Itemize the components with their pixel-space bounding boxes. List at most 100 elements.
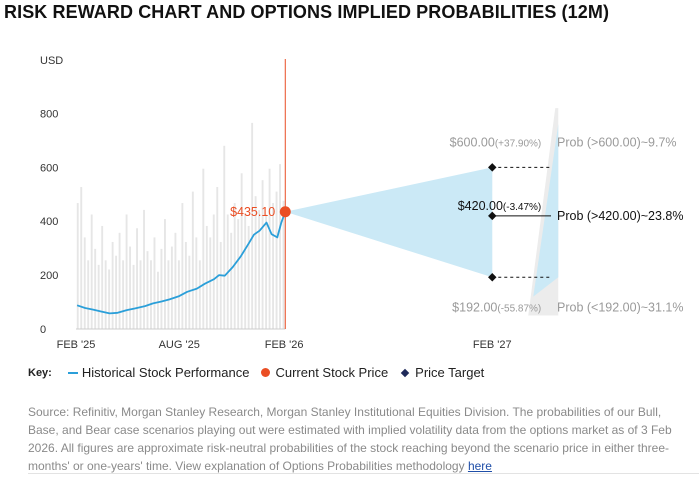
volume-bar	[177, 260, 180, 329]
methodology-link[interactable]: here	[467, 459, 492, 473]
volume-bar	[247, 225, 250, 329]
volume-bar	[97, 264, 100, 329]
current-price-marker	[279, 206, 291, 218]
target-diamond-icon	[488, 211, 497, 221]
legend-label-current-price: Current Stock Price	[275, 365, 389, 380]
volume-bar	[254, 196, 257, 329]
volume-bar	[181, 203, 184, 329]
target-price-change: (+37.90%)	[495, 138, 541, 149]
volume-bar	[122, 260, 125, 329]
source-text: Source: Refinitiv, Morgan Stanley Resear…	[28, 405, 672, 473]
volume-bar	[279, 164, 281, 329]
target-price-label: $192.00(-55.87%)	[452, 300, 541, 314]
historical-price-line	[76, 211, 287, 315]
x-tick-label: FEB '25	[57, 339, 96, 351]
volume-bar	[202, 168, 205, 329]
volume-bar	[101, 225, 104, 329]
volume-bar	[129, 246, 132, 329]
diamond-swatch-icon	[400, 368, 410, 377]
volume-bar	[125, 214, 128, 329]
volume-bar	[153, 237, 156, 329]
y-axis-unit: USD	[40, 55, 63, 67]
target-price-value: $600.00	[450, 135, 495, 149]
x-tick-label: FEB '26	[265, 339, 304, 351]
volume-bar	[80, 187, 83, 329]
volume-bar	[275, 191, 278, 329]
volume-bar	[157, 271, 159, 329]
target-probability-label: Prob (<192.00)~31.1%	[557, 300, 683, 314]
volume-bar	[143, 209, 145, 329]
volume-bar	[205, 225, 208, 329]
y-tick-label: 0	[40, 324, 46, 336]
volume-bar	[136, 228, 138, 329]
volume-bar	[258, 209, 261, 329]
volume-bar	[146, 251, 149, 329]
volume-bar	[115, 255, 118, 329]
volume-bar	[233, 203, 236, 329]
volume-bar	[223, 145, 226, 329]
volume-bar	[150, 260, 152, 329]
volume-bar	[87, 260, 90, 329]
volume-bar	[160, 248, 163, 329]
volume-bar	[111, 241, 114, 329]
volume-bar	[219, 241, 222, 329]
volume-bar	[265, 214, 268, 329]
volume-bar	[209, 237, 212, 329]
source-note: Source: Refinitiv, Morgan Stanley Resear…	[28, 403, 680, 475]
volume-bar	[184, 241, 187, 329]
legend: Key: Historical Stock Performance Curren…	[28, 365, 496, 380]
volume-bar	[170, 246, 173, 329]
target-price-value: $420.00	[458, 199, 503, 213]
target-diamond-icon	[488, 273, 497, 282]
target-diamond-icon	[488, 163, 497, 172]
chart-title: RISK REWARD CHART AND OPTIONS IMPLIED PR…	[4, 2, 610, 22]
dot-swatch-icon	[261, 368, 271, 377]
volume-bar	[216, 187, 219, 329]
volume-bar	[272, 203, 275, 329]
target-probability-label: Prob (>600.00)~9.7%	[557, 135, 677, 149]
volume-bar	[261, 180, 264, 329]
volume-bar	[94, 248, 97, 329]
x-tick-label: AUG '25	[159, 339, 200, 351]
volume-bar	[83, 237, 86, 329]
legend-item-historical: Historical Stock Performance	[67, 365, 250, 380]
volume-bar	[240, 173, 243, 329]
volume-bar	[90, 214, 93, 329]
divider	[28, 473, 699, 474]
volume-bar	[163, 219, 166, 329]
legend-key-label: Key:	[28, 366, 52, 379]
target-price-label: $420.00(-3.47%)	[458, 199, 542, 213]
density-shape-blue	[533, 124, 559, 297]
volume-bar	[174, 232, 177, 329]
target-price-change: (-55.87%)	[497, 303, 541, 314]
target-probability-label: Prob (>420.00)~23.8%	[557, 209, 683, 223]
target-price-label: $600.00(+37.90%)	[450, 135, 542, 149]
target-price-value: $192.00	[452, 300, 497, 314]
volume-bar	[237, 219, 240, 329]
y-tick-label: 400	[40, 216, 58, 228]
x-tick-label: FEB '27	[473, 339, 512, 351]
target-price-change: (-3.47%)	[503, 202, 541, 213]
y-tick-label: 600	[40, 162, 58, 174]
volume-bar	[108, 269, 111, 329]
volume-bar	[76, 203, 79, 329]
volume-bar	[268, 168, 271, 329]
volume-bar	[251, 122, 254, 330]
line-swatch-icon	[67, 371, 78, 374]
legend-label-price-target: Price Target	[415, 365, 485, 380]
current-price-label: $435.10	[230, 205, 275, 219]
volume-bar	[139, 260, 142, 329]
legend-label-historical: Historical Stock Performance	[81, 365, 250, 380]
volume-bar	[282, 200, 285, 329]
volume-bar	[230, 232, 233, 329]
volume-bar	[188, 255, 191, 329]
volume-bar	[244, 214, 247, 329]
legend-item-current-price: Current Stock Price	[261, 365, 388, 380]
volume-bar	[212, 214, 215, 329]
probability-cone	[285, 167, 493, 278]
volume-bar	[195, 237, 198, 329]
risk-reward-chart: 0 200 400 600 800 USD FEB '25 AUG '25 FEB '26 FEB…	[40, 55, 683, 351]
volume-bar	[132, 264, 135, 329]
volume-bar	[198, 260, 201, 329]
volume-bar	[191, 191, 194, 329]
